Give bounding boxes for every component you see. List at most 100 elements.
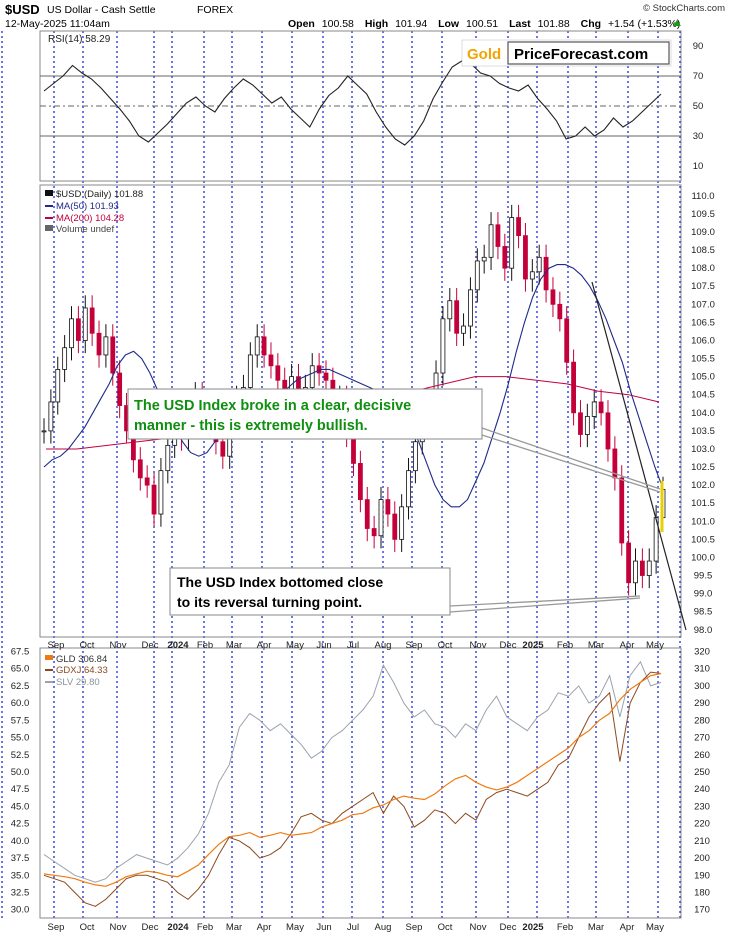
- header-low-label: Low: [438, 18, 460, 30]
- price-candle: [474, 260, 480, 291]
- metals-left-tick-label: 45.0: [11, 801, 30, 812]
- price-candle: [516, 217, 521, 237]
- header-symbol: $USD: [5, 2, 40, 17]
- price-tick-label: 107.0: [691, 299, 715, 310]
- ma50-series-line: [43, 264, 664, 508]
- metals-right-tick-label: 300: [694, 681, 710, 692]
- price-tick-label: 102.5: [691, 462, 715, 473]
- metals-right-tick-label: 220: [694, 819, 710, 830]
- price-candle: [529, 271, 535, 280]
- price-candle: [468, 289, 473, 327]
- metals-right-y-axis: 170 180 190 200 210 220 230 240 250 260 270 280 290 3…: [694, 646, 710, 915]
- price-candle: [481, 256, 487, 262]
- rsi-tick-label: 30: [693, 131, 704, 142]
- metals-right-tick-label: 290: [694, 698, 710, 709]
- metals-right-tick-label: 180: [694, 888, 710, 899]
- metals-x-axis: Sep Oct Nov Dec 2024 Feb Mar Apr May Jun Jul Aug Sep…: [48, 922, 665, 933]
- price-tick-label: 98.5: [694, 607, 713, 618]
- metals-x-tick-label: Apr: [620, 922, 635, 933]
- header-chg-label: Chg: [581, 18, 601, 30]
- metals-left-tick-label: 37.5: [11, 853, 30, 864]
- metals-panel-frame: [39, 647, 682, 919]
- price-tick-label: 104.5: [691, 390, 715, 401]
- header-chg-value: +1.54 (+1.53%): [608, 18, 680, 30]
- annotation-bottom: The USD Index bottomed close to its reve…: [169, 567, 641, 616]
- header-exchange: FOREX: [197, 4, 233, 16]
- price-candle: [639, 560, 645, 576]
- metals-left-tick-label: 32.5: [11, 888, 30, 899]
- metals-legend: GLD 306.84 GDXJ 64.33 SLV 29.80: [45, 654, 108, 688]
- header-open-value: 100.58: [322, 18, 354, 30]
- metals-x-tick-label: Dec: [500, 922, 517, 933]
- price-candle: [578, 412, 583, 435]
- price-candle: [571, 361, 576, 414]
- logo: Gold PriceForecast.com: [461, 39, 672, 67]
- price-x-tick-label: Mar: [588, 640, 604, 651]
- price-legend: $USD (Daily) 101.88 MA(50) 101.93 MA(200…: [45, 189, 143, 235]
- metals-right-tick-label: 320: [694, 646, 710, 657]
- metals-right-tick-label: 250: [694, 767, 710, 778]
- slv-series-line: [43, 660, 662, 883]
- price-tick-label: 104.0: [691, 408, 715, 419]
- price-candle: [392, 513, 398, 540]
- price-candle: [454, 300, 460, 334]
- price-candle: [144, 477, 150, 486]
- price-candle: [509, 217, 515, 269]
- price-candle: [461, 325, 466, 334]
- header-high-label: High: [365, 18, 388, 30]
- price-candle: [151, 484, 157, 515]
- price-candle: [591, 401, 597, 417]
- price-tick-label: 100.5: [691, 534, 715, 545]
- metals-left-tick-label: 50.0: [11, 767, 30, 778]
- header-low-value: 100.51: [466, 18, 498, 30]
- price-tick-label: 108.5: [691, 245, 715, 256]
- annotation-breakout-line1: The USD Index broke in a clear, decisive: [134, 398, 411, 414]
- gdxj-series-line: [43, 671, 662, 907]
- price-candle: [385, 499, 391, 515]
- price-tick-label: 103.5: [691, 426, 715, 437]
- price-candle: [646, 560, 652, 576]
- price-candle: [96, 332, 102, 356]
- price-tick-label: 109.0: [691, 227, 715, 238]
- metals-left-tick-label: 30.0: [11, 905, 30, 916]
- price-candle: [447, 300, 453, 320]
- legend-gdxj: GDXJ 64.33: [56, 665, 108, 676]
- metals-x-tick-label: Nov: [110, 922, 127, 933]
- price-tick-label: 100.0: [691, 552, 715, 563]
- metals-left-tick-label: 65.0: [11, 664, 30, 675]
- annotation-breakout-line2: manner - this is extremely bullish.: [134, 418, 368, 434]
- price-candle: [399, 506, 405, 540]
- price-candle: [633, 560, 638, 584]
- metals-left-y-axis: 30.0 32.5 35.0 37.5 40.0 42.5 45.0 47.5 50.0 52.5…: [11, 646, 30, 915]
- price-candle: [378, 499, 384, 537]
- annotation-bottom-line2: to its reversal turning point.: [177, 594, 362, 610]
- metals-left-tick-label: 40.0: [11, 836, 30, 847]
- price-x-tick-label: Dec: [500, 640, 517, 651]
- price-candle: [488, 224, 494, 258]
- price-candle: [523, 235, 528, 280]
- metals-x-tick-label: Sep: [406, 922, 423, 933]
- metals-x-tick-label: Mar: [226, 922, 242, 933]
- price-candle: [406, 470, 411, 508]
- header-open-label: Open: [288, 18, 315, 30]
- metals-right-tick-label: 310: [694, 664, 710, 675]
- price-candle: [254, 336, 260, 356]
- metals-left-tick-label: 47.5: [11, 784, 30, 795]
- price-y-axis: 98.0 98.5 99.0 99.5 100.0 100.5 101.0 101.5 102.…: [691, 191, 715, 636]
- metals-x-tick-label: Mar: [588, 922, 604, 933]
- chg-up-arrow-icon: [673, 20, 681, 26]
- metals-x-tick-label: Jul: [347, 922, 359, 933]
- legend-ma50: MA(50) 101.93: [56, 201, 119, 212]
- price-x-tick-label: May: [646, 640, 664, 651]
- price-tick-label: 99.0: [694, 589, 713, 600]
- header-high-value: 101.94: [395, 18, 427, 30]
- legend-usd: $USD (Daily) 101.88: [56, 189, 143, 200]
- price-x-tick-label: Sep: [406, 640, 423, 651]
- price-candle: [564, 318, 570, 363]
- metals-x-tick-label: 2025: [522, 922, 544, 933]
- legend-ma200: MA(200) 104.28: [56, 213, 124, 224]
- price-tick-label: 103.0: [691, 444, 715, 455]
- metals-x-tick-label: Oct: [438, 922, 453, 933]
- price-x-tick-label: Apr: [620, 640, 635, 651]
